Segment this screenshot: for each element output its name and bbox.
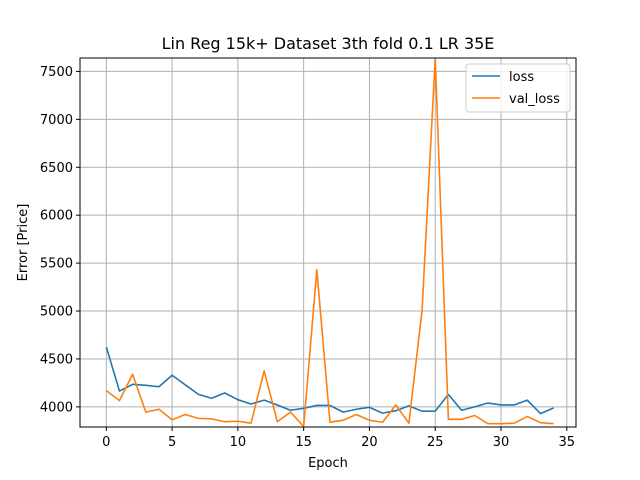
y-tick-label: 4000 — [40, 400, 73, 415]
y-tick-label: 7500 — [40, 65, 73, 80]
y-axis-label: Error [Price] — [16, 204, 31, 282]
x-tick-label: 35 — [559, 435, 576, 450]
x-axis-ticks: 0 5 10 15 20 25 30 35 — [102, 427, 575, 450]
x-tick-label: 20 — [361, 435, 378, 450]
chart-title: Lin Reg 15k+ Dataset 3th fold 0.1 LR 35E — [162, 34, 495, 53]
y-axis-ticks: 4000 4500 5000 5500 6000 6500 7000 7500 — [40, 65, 80, 415]
x-tick-label: 5 — [168, 435, 176, 450]
legend-label: val_loss — [509, 92, 560, 107]
series-line-val-loss — [105, 58, 554, 427]
series-line-loss — [105, 346, 554, 415]
x-tick-label: 10 — [230, 435, 247, 450]
grid-lines — [80, 58, 576, 427]
y-tick-label: 5500 — [40, 257, 73, 272]
legend: loss val_loss — [465, 63, 571, 113]
x-axis-label: Epoch — [308, 456, 348, 471]
y-tick-label: 6500 — [40, 161, 73, 176]
x-tick-label: 30 — [493, 435, 510, 450]
series-layer — [105, 58, 554, 427]
legend-label: loss — [509, 70, 534, 85]
x-tick-label: 15 — [295, 435, 312, 450]
plot-frame — [79, 57, 577, 428]
x-tick-label: 25 — [427, 435, 444, 450]
y-tick-label: 5000 — [40, 305, 73, 320]
y-tick-label: 6000 — [40, 209, 73, 224]
y-tick-label: 4500 — [40, 352, 73, 367]
y-tick-label: 7000 — [40, 113, 73, 128]
x-tick-label: 0 — [102, 435, 110, 450]
